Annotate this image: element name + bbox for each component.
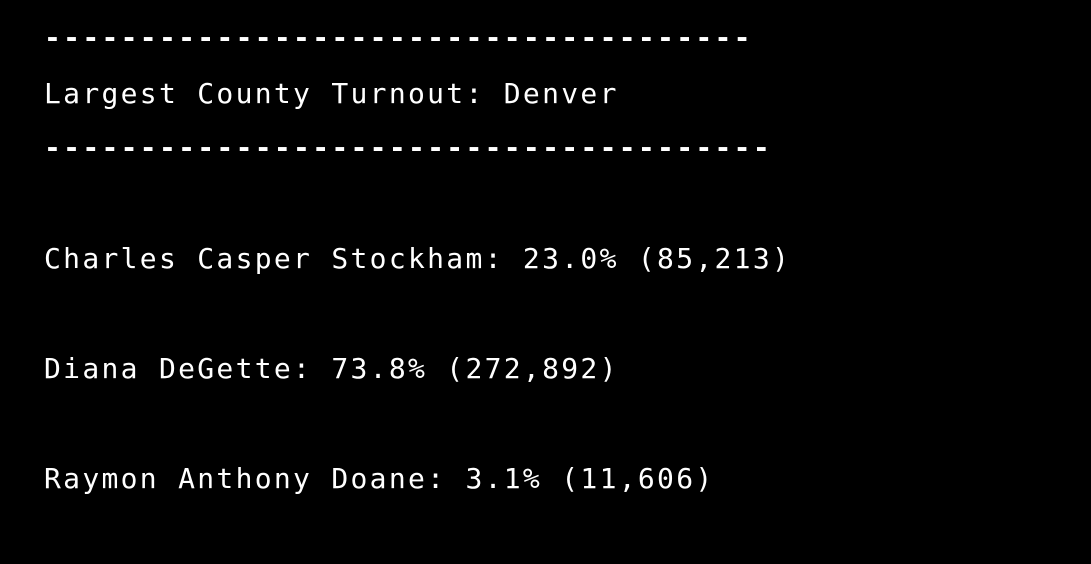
candidate-result-line: Diana DeGette: 73.8% (272,892)	[44, 352, 619, 385]
largest-county-turnout-line: Largest County Turnout: Denver	[44, 77, 619, 110]
candidate-result-line: Raymon Anthony Doane: 3.1% (11,606)	[44, 462, 715, 495]
separator-line-bottom: --------------------------------------	[44, 131, 772, 164]
candidate-result-line: Charles Casper Stockham: 23.0% (85,213)	[44, 242, 792, 275]
separator-line-top: -------------------------------------	[44, 21, 753, 54]
